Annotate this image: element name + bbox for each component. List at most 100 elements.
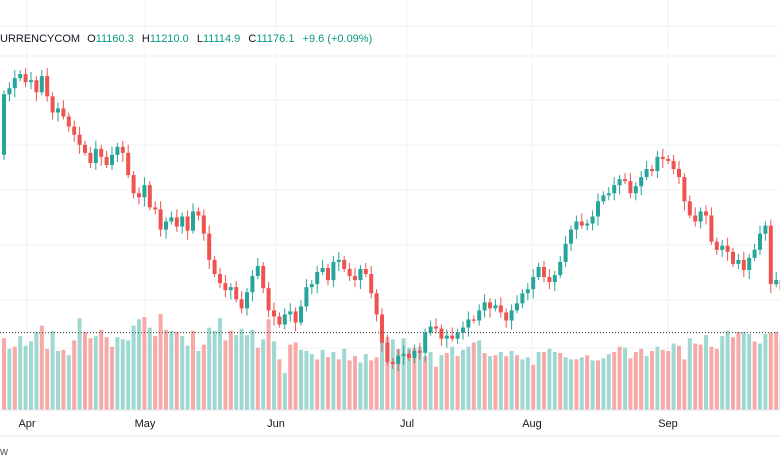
close-value: 11176.1 [256,33,294,45]
candle [510,304,514,329]
volume-bar [164,330,168,410]
candle [450,328,454,342]
candle [2,90,6,160]
volume-bar [439,355,443,410]
candle [504,308,508,327]
candle-body [148,185,152,207]
change-value: +9.6 (+0.09%) [303,33,373,45]
volume-bar [148,328,152,410]
volume-bar [261,339,265,410]
volume-bar [159,314,163,410]
candle-body [321,268,325,272]
candle-body [699,211,703,221]
candle [99,145,103,166]
volume-bar [353,356,357,410]
candle [569,226,573,251]
volume-bar [94,336,98,410]
candle [142,177,146,206]
candle [369,266,373,298]
volume-bar [245,335,249,410]
candle [634,182,638,200]
candle [164,217,168,238]
candle [88,147,92,168]
candle-body [245,292,249,308]
volume-bar [672,344,676,410]
candle [202,209,206,240]
candle-body [483,302,487,310]
candle-body [277,316,281,324]
volume-bar [299,350,303,410]
candle-body [715,242,719,250]
volume-bar [2,338,6,410]
volume-bar [499,352,503,410]
candle [439,325,443,346]
volume-bar [450,347,454,410]
candle-body [348,269,352,276]
volume-bar [558,353,562,410]
volume-bar [110,347,114,410]
candle [520,289,524,308]
candle [169,211,173,224]
candle [358,265,362,289]
volume-bar [207,328,211,410]
candle-body [202,215,206,233]
volume-bar [169,331,173,410]
volume-bar [591,360,595,410]
candle [288,303,292,321]
candle-body [758,234,762,250]
volume-bar [132,326,136,410]
candle-body [250,276,254,292]
candle-body [191,211,195,230]
candle [472,315,476,323]
candle-body [661,157,665,159]
candle-body [67,116,71,126]
candle-body [267,288,271,310]
candle [715,238,719,255]
candle [337,252,341,271]
candle [315,266,319,293]
candle [639,171,643,195]
volume-bar [477,340,481,410]
candle-body [240,299,244,308]
candle [115,143,119,162]
candle [148,181,152,210]
open-letter: O [87,33,96,45]
candle-body [726,246,730,252]
volume-bar [607,354,611,410]
candle [547,269,551,289]
candle-body [585,224,589,226]
volume-bar [574,359,578,410]
candle-body [747,258,751,270]
volume-bar [618,347,622,410]
candle [445,330,449,348]
volume-bar [769,333,773,410]
candle [245,288,249,315]
candle [191,203,195,233]
candle-body [612,185,616,193]
candle [672,155,676,174]
candle [558,256,562,278]
volume-bar [34,332,38,410]
candle-body [13,78,17,88]
low-field: L11114.9 [197,33,240,45]
candle [261,262,265,293]
volume-bar [364,354,368,410]
candle-body [736,260,740,264]
candle-body [364,269,368,274]
volume-bar [537,352,541,410]
footer-brand-text: w [0,446,8,458]
candle-body [142,185,146,197]
candle-body [105,157,109,165]
candle-body [639,177,643,186]
volume-bar [429,352,433,410]
candle [720,240,724,257]
volume-bar [472,342,476,410]
volume-bar [121,339,125,410]
candle-body [337,260,341,262]
candle-body [769,226,773,285]
volume-bar [580,357,584,410]
candle [682,173,686,210]
volume-bar [547,349,551,410]
